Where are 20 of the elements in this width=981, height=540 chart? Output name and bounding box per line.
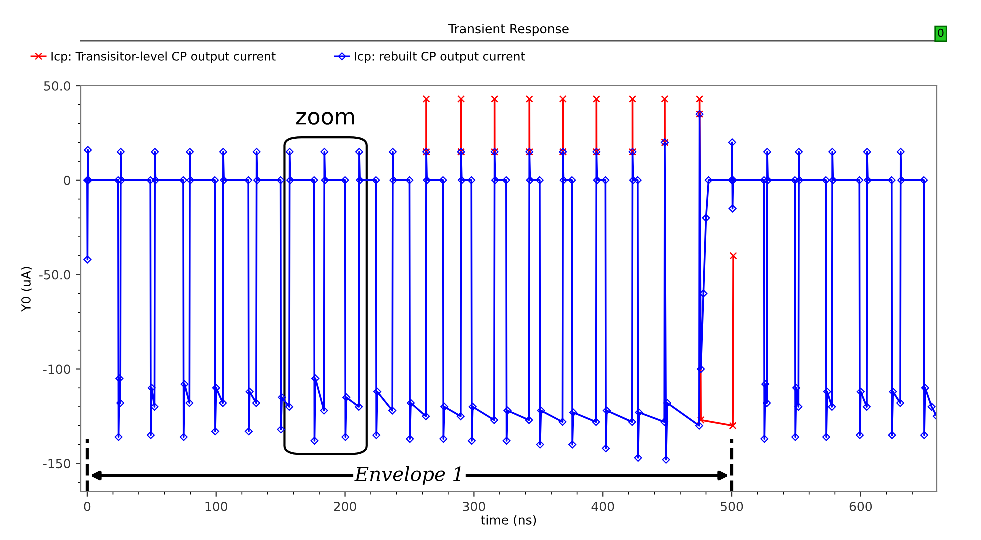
annotation: zoom	[296, 112, 354, 125]
legend-label: Icp: rebuilt CP output current	[355, 52, 526, 64]
x-tick-label: 300	[463, 502, 486, 512]
x-tick-label: 500	[721, 502, 744, 512]
x-tick-label: 100	[206, 502, 228, 512]
x-tick-label: 200	[334, 502, 356, 512]
annotation: Envelope 1	[354, 466, 461, 486]
y-tick-label: 0	[64, 176, 70, 186]
y-tick-label: -150	[44, 459, 70, 469]
y-tick-label: -50.0	[40, 270, 70, 280]
legend-label: Icp: Transisitor-level CP output current	[52, 52, 276, 64]
x-tick-label: 600	[850, 502, 872, 512]
x-tick-label: 0	[84, 502, 91, 512]
y-tick-label: -100	[44, 364, 70, 374]
y-tick-label: 50.0	[44, 81, 70, 91]
chart-title: Transient Response	[448, 24, 569, 36]
y-axis-title: Y0 (uA)	[21, 267, 32, 312]
text: 0	[938, 28, 944, 38]
x-tick-label: 400	[592, 502, 614, 512]
x-axis-title: time (ns)	[481, 515, 536, 526]
